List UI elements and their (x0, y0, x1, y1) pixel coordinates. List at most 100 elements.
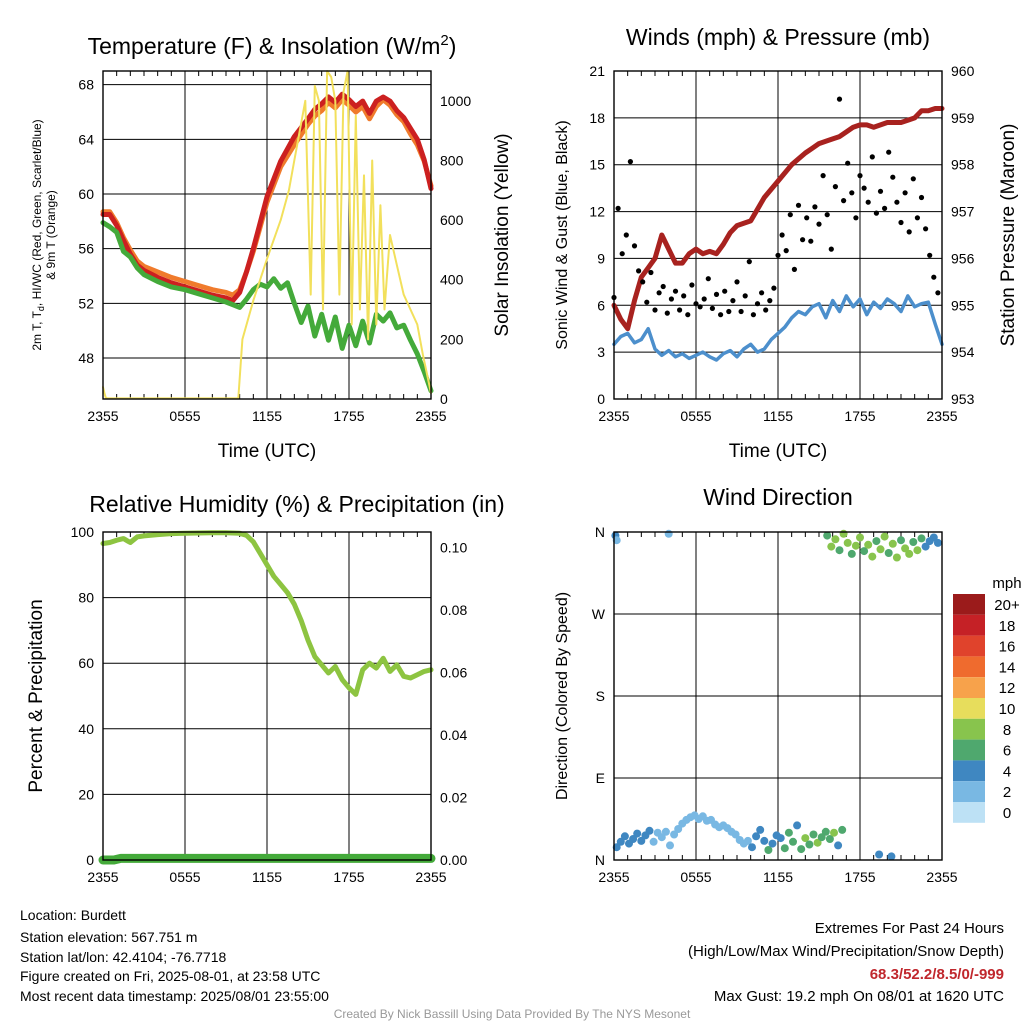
wind-direction-point (905, 549, 914, 558)
winds-gust-point (701, 296, 707, 302)
winds-gust-point (808, 238, 814, 244)
wind-direction-point (797, 845, 806, 854)
temperature-y-tick-label: 60 (78, 186, 94, 202)
winds-gust-point (791, 266, 798, 272)
wind-direction-title: Wind Direction (703, 484, 853, 510)
wind-direction-point (752, 832, 761, 841)
speed-legend-label: 12 (999, 680, 1016, 697)
wind-direction-point (793, 821, 802, 830)
wind-direction-point (880, 532, 889, 541)
speed-legend-swatch (953, 656, 985, 678)
speed-legend-label: 14 (999, 659, 1016, 676)
humidity-y2-tick-label: 0.10 (440, 540, 467, 556)
wind-direction-point (851, 541, 860, 550)
wind-direction-point (813, 838, 822, 847)
wind-direction-point (887, 852, 896, 861)
speed-legend-swatch (953, 698, 985, 719)
winds-gust-point (890, 174, 896, 180)
speed-legend-swatch (953, 677, 985, 698)
speed-legend-label: 16 (999, 639, 1016, 656)
wind-direction-point (884, 549, 893, 557)
humidity-y2-tick-label: 0.08 (440, 602, 467, 618)
wind-direction-point (748, 843, 756, 852)
winds-gust-point (677, 307, 683, 313)
humidity-y-tick-label: 60 (78, 655, 94, 671)
winds-y2-tick-label: 953 (951, 391, 975, 407)
winds-gust-point (705, 276, 711, 282)
winds-gust-point (931, 274, 937, 280)
humidity-y-tick-label: 0 (86, 852, 94, 868)
humidity-y2-tick-label: 0.00 (440, 852, 467, 868)
wind-direction-point (768, 839, 777, 848)
wind-direction-point (892, 553, 901, 562)
wind-direction-point (847, 549, 856, 558)
wind-direction-point (731, 830, 740, 839)
winds-gust-point (877, 188, 884, 194)
winds-y2-tick-label: 955 (951, 297, 975, 313)
winds-gust-point (730, 298, 736, 304)
winds-gust-point (767, 298, 773, 304)
wind-direction-point (868, 552, 877, 561)
winds-gust-point (644, 299, 650, 305)
wind-direction-point (872, 537, 881, 546)
winds-gust-point (664, 310, 670, 316)
winds-gust-point (873, 210, 880, 216)
wind-direction-point (764, 846, 773, 854)
wind-direction-y-tick-label: E (596, 770, 605, 786)
humidity-x-tick-label: 2355 (415, 869, 446, 885)
wind-direction-point (784, 828, 793, 837)
winds-x-axis-label: Time (UTC) (729, 441, 828, 462)
wind-direction-point (823, 531, 832, 540)
temperature-y-tick-label: 52 (78, 295, 94, 311)
humidity-y-tick-label: 80 (78, 590, 94, 606)
winds-gust-point (726, 308, 732, 315)
wind-direction-point (913, 546, 922, 555)
wind-direction-x-tick-label: 2355 (926, 869, 957, 885)
winds-gust-point (763, 307, 769, 313)
figure-created: Figure created on Fri, 2025-08-01, at 23… (20, 968, 321, 984)
winds-gust-point (689, 282, 695, 288)
wind-direction-point (743, 836, 752, 845)
wind-direction-y-axis-label: Direction (Colored By Speed) (554, 592, 571, 800)
wind-direction-point (801, 834, 810, 843)
wind-direction-point (789, 837, 797, 846)
speed-legend-swatch (953, 635, 985, 657)
wind-direction-point (860, 547, 869, 556)
speed-legend-swatch (953, 802, 985, 823)
speed-legend-label: 6 (1003, 743, 1011, 760)
winds-y-tick-label: 15 (589, 157, 605, 173)
temperature-x-axis-label: Time (UTC) (218, 441, 317, 462)
winds-gust-point (648, 269, 654, 276)
humidity-frame (102, 531, 432, 861)
winds-gust-point (800, 237, 806, 243)
humidity-x-tick-label: 0555 (169, 869, 200, 885)
wind-direction-x-tick-label: 2355 (598, 869, 629, 885)
winds-x-tick-label: 0555 (680, 408, 711, 424)
wind-direction-point (633, 829, 642, 838)
winds-gust-point (652, 307, 658, 313)
speed-legend-label: 0 (1003, 805, 1011, 822)
winds-gust-point (828, 246, 834, 252)
winds-frame (613, 70, 943, 400)
speed-legend-swatch (953, 781, 985, 802)
wind-direction-point (876, 545, 885, 554)
temperature-x-tick-label: 1155 (252, 408, 282, 424)
extremes-subtitle: (High/Low/Max Wind/Precipitation/Snow De… (688, 943, 1004, 960)
winds-title: Winds (mph) & Pressure (mb) (626, 24, 930, 50)
wind-direction-point (864, 540, 873, 549)
wind-direction-x-tick-label: 0555 (680, 869, 711, 885)
winds-gust-point (914, 215, 921, 221)
wind-direction-point (838, 825, 847, 834)
winds-gust-point (656, 290, 662, 296)
winds-gust-point (660, 283, 666, 290)
speed-legend-title: mph (992, 575, 1021, 592)
wind-direction-x-tick-label: 1755 (844, 869, 875, 885)
wind-direction-point (843, 538, 852, 547)
extremes-values: 68.3/52.2/8.5/0/-999 (869, 966, 1004, 983)
temperature-9m-temperature-line (100, 97, 434, 298)
wind-direction-point (661, 827, 670, 836)
temperature-solar-insolation-line (102, 70, 432, 400)
wind-direction-point (780, 844, 789, 853)
humidity-y2-tick-label: 0.04 (440, 727, 467, 743)
